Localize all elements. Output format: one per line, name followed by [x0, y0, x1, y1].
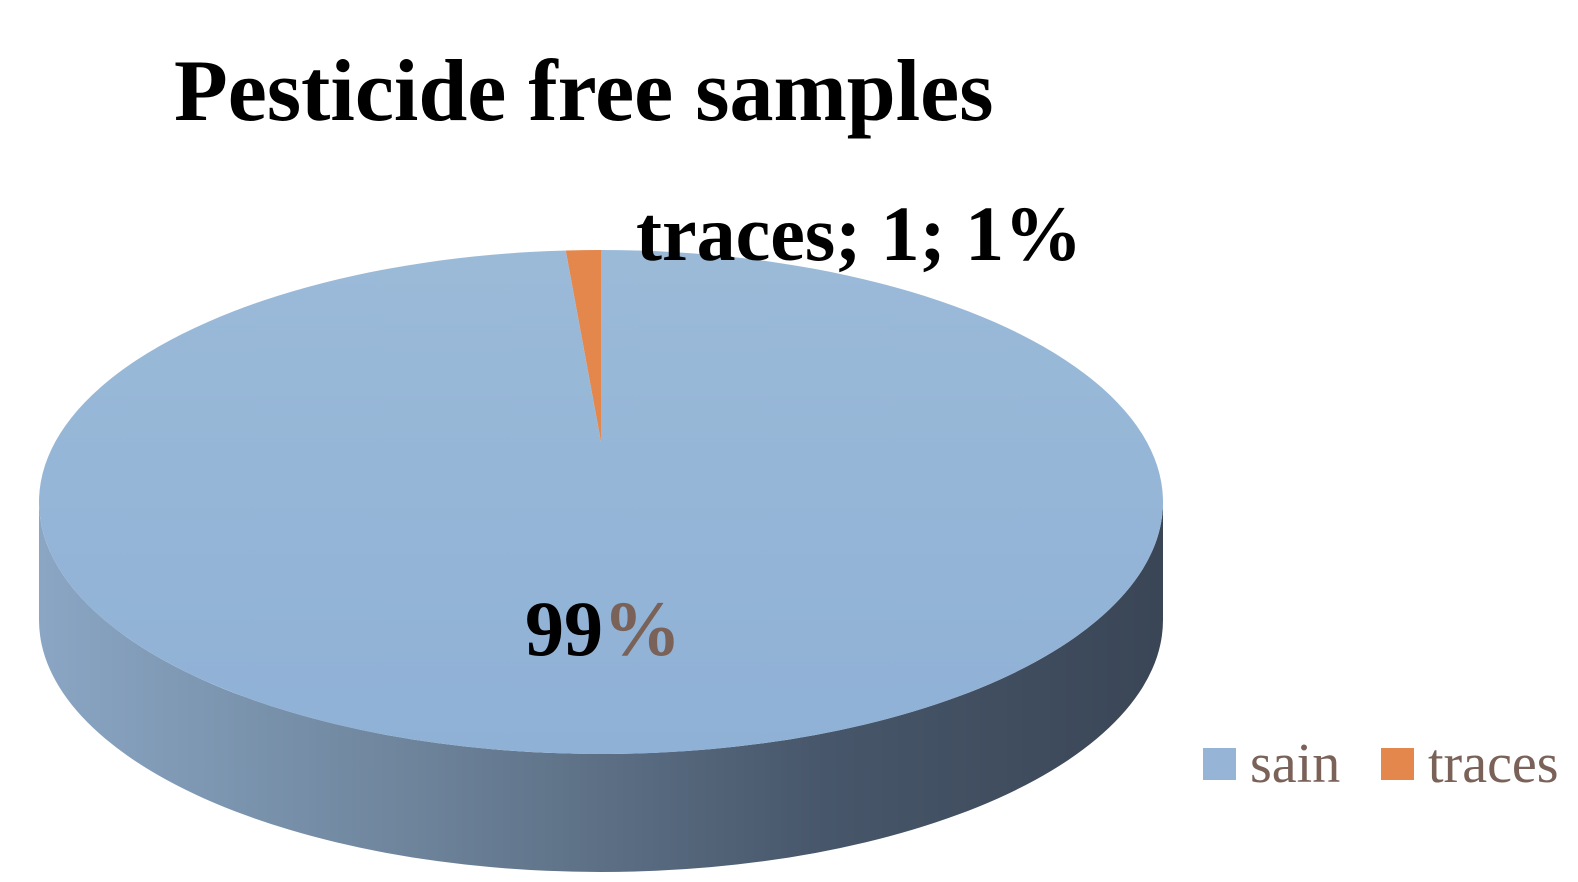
pie-side-sain	[39, 502, 1163, 872]
data-label-sain-percent: %	[603, 585, 681, 672]
legend-label-sain: sain	[1250, 733, 1340, 795]
legend: sain traces	[1203, 733, 1559, 795]
legend-swatch-traces	[1381, 748, 1414, 780]
pie-slice-traces	[565, 250, 601, 442]
legend-label-traces: traces	[1428, 733, 1559, 795]
pie-slices	[39, 250, 1164, 755]
chart-title: Pesticide free samples	[174, 43, 993, 140]
legend-swatch-sain	[1203, 748, 1236, 780]
data-label-sain-number: 99	[525, 585, 603, 672]
pie-slice-sain	[39, 250, 1164, 755]
data-label-traces: traces; 1; 1%	[636, 190, 1082, 277]
data-label-sain: 99%	[525, 585, 681, 672]
